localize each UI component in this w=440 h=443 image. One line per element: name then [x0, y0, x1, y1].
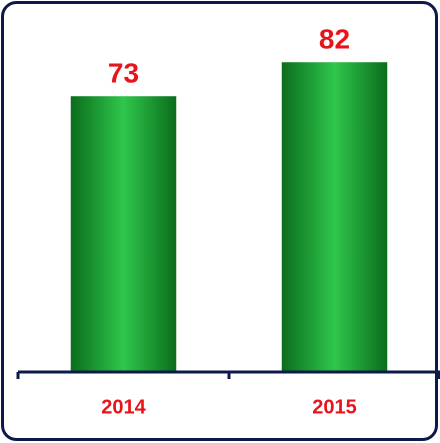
bar	[70, 96, 177, 372]
value-label: 82	[319, 24, 350, 55]
x-tick-label: 2015	[312, 396, 357, 418]
x-tick-label: 2014	[101, 396, 146, 418]
value-label: 73	[108, 58, 139, 89]
bar	[281, 62, 388, 372]
